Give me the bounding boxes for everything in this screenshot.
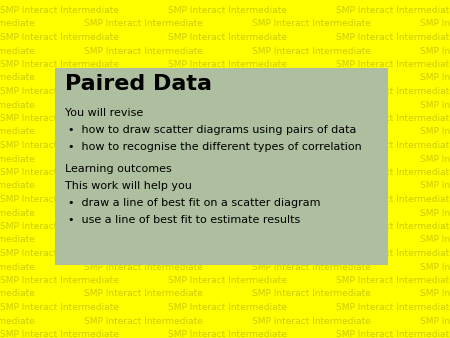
Text: SMP Interact Intermediate: SMP Interact Intermediate: [336, 60, 450, 69]
Text: SMP Interact Intermediate: SMP Interact Intermediate: [168, 195, 287, 204]
Text: SMP Interact Intermediate: SMP Interact Intermediate: [252, 154, 371, 164]
Text: SMP Interact Intermediate: SMP Interact Intermediate: [0, 73, 35, 82]
Text: SMP Interact Intermediate: SMP Interact Intermediate: [336, 87, 450, 96]
Text: SMP Interact Intermediate: SMP Interact Intermediate: [336, 249, 450, 258]
Text: SMP Interact Intermediate: SMP Interact Intermediate: [420, 182, 450, 191]
Text: Paired Data: Paired Data: [65, 74, 212, 94]
Text: SMP Interact Intermediate: SMP Interact Intermediate: [0, 33, 119, 42]
Text: SMP Interact Intermediate: SMP Interact Intermediate: [84, 263, 203, 271]
Text: SMP Interact Intermediate: SMP Interact Intermediate: [420, 290, 450, 298]
Text: SMP Interact Intermediate: SMP Interact Intermediate: [336, 141, 450, 150]
Text: SMP Interact Intermediate: SMP Interact Intermediate: [252, 100, 371, 110]
Text: SMP Interact Intermediate: SMP Interact Intermediate: [0, 263, 35, 271]
Text: SMP Interact Intermediate: SMP Interact Intermediate: [252, 20, 371, 28]
Text: SMP Interact Intermediate: SMP Interact Intermediate: [420, 154, 450, 164]
Text: SMP Interact Intermediate: SMP Interact Intermediate: [420, 47, 450, 55]
Text: SMP Interact Intermediate: SMP Interact Intermediate: [0, 141, 119, 150]
Text: SMP Interact Intermediate: SMP Interact Intermediate: [0, 182, 35, 191]
Text: SMP Interact Intermediate: SMP Interact Intermediate: [168, 222, 287, 231]
Text: SMP Interact Intermediate: SMP Interact Intermediate: [252, 290, 371, 298]
Text: SMP Interact Intermediate: SMP Interact Intermediate: [0, 6, 119, 15]
Text: SMP Interact Intermediate: SMP Interact Intermediate: [0, 195, 119, 204]
Text: SMP Interact Intermediate: SMP Interact Intermediate: [0, 236, 35, 244]
Text: SMP Interact Intermediate: SMP Interact Intermediate: [0, 303, 119, 312]
Text: You will revise: You will revise: [65, 108, 143, 118]
Text: SMP Interact Intermediate: SMP Interact Intermediate: [420, 316, 450, 325]
Text: SMP Interact Intermediate: SMP Interact Intermediate: [336, 114, 450, 123]
Text: SMP Interact Intermediate: SMP Interact Intermediate: [168, 141, 287, 150]
Text: SMP Interact Intermediate: SMP Interact Intermediate: [84, 316, 203, 325]
Text: •  draw a line of best fit on a scatter diagram: • draw a line of best fit on a scatter d…: [68, 198, 320, 208]
Text: SMP Interact Intermediate: SMP Interact Intermediate: [420, 100, 450, 110]
Text: •  use a line of best fit to estimate results: • use a line of best fit to estimate res…: [68, 215, 300, 225]
Text: SMP Interact Intermediate: SMP Interact Intermediate: [84, 47, 203, 55]
Text: SMP Interact Intermediate: SMP Interact Intermediate: [168, 303, 287, 312]
Text: SMP Interact Intermediate: SMP Interact Intermediate: [0, 87, 119, 96]
Text: SMP Interact Intermediate: SMP Interact Intermediate: [252, 127, 371, 137]
Text: •  how to recognise the different types of correlation: • how to recognise the different types o…: [68, 142, 362, 152]
Text: SMP Interact Intermediate: SMP Interact Intermediate: [84, 209, 203, 217]
Text: SMP Interact Intermediate: SMP Interact Intermediate: [336, 6, 450, 15]
Text: SMP Interact Intermediate: SMP Interact Intermediate: [0, 20, 35, 28]
Text: SMP Interact Intermediate: SMP Interact Intermediate: [168, 276, 287, 285]
Text: SMP Interact Intermediate: SMP Interact Intermediate: [336, 330, 450, 338]
Text: SMP Interact Intermediate: SMP Interact Intermediate: [336, 222, 450, 231]
Text: SMP Interact Intermediate: SMP Interact Intermediate: [0, 114, 119, 123]
Text: SMP Interact Intermediate: SMP Interact Intermediate: [336, 276, 450, 285]
Text: SMP Interact Intermediate: SMP Interact Intermediate: [252, 209, 371, 217]
Text: SMP Interact Intermediate: SMP Interact Intermediate: [420, 236, 450, 244]
Text: SMP Interact Intermediate: SMP Interact Intermediate: [0, 316, 35, 325]
Text: SMP Interact Intermediate: SMP Interact Intermediate: [252, 316, 371, 325]
Text: •  how to draw scatter diagrams using pairs of data: • how to draw scatter diagrams using pai…: [68, 125, 356, 135]
Text: SMP Interact Intermediate: SMP Interact Intermediate: [0, 168, 119, 177]
Text: SMP Interact Intermediate: SMP Interact Intermediate: [336, 195, 450, 204]
Text: SMP Interact Intermediate: SMP Interact Intermediate: [336, 168, 450, 177]
Text: SMP Interact Intermediate: SMP Interact Intermediate: [0, 249, 119, 258]
Text: SMP Interact Intermediate: SMP Interact Intermediate: [0, 209, 35, 217]
Text: SMP Interact Intermediate: SMP Interact Intermediate: [168, 114, 287, 123]
Text: SMP Interact Intermediate: SMP Interact Intermediate: [0, 290, 35, 298]
Text: Learning outcomes: Learning outcomes: [65, 164, 172, 174]
Text: SMP Interact Intermediate: SMP Interact Intermediate: [84, 154, 203, 164]
Text: SMP Interact Intermediate: SMP Interact Intermediate: [0, 330, 119, 338]
Text: SMP Interact Intermediate: SMP Interact Intermediate: [84, 236, 203, 244]
Text: SMP Interact Intermediate: SMP Interact Intermediate: [168, 60, 287, 69]
Text: SMP Interact Intermediate: SMP Interact Intermediate: [168, 6, 287, 15]
Text: SMP Interact Intermediate: SMP Interact Intermediate: [252, 236, 371, 244]
Text: SMP Interact Intermediate: SMP Interact Intermediate: [0, 154, 35, 164]
Text: SMP Interact Intermediate: SMP Interact Intermediate: [252, 47, 371, 55]
Text: SMP Interact Intermediate: SMP Interact Intermediate: [0, 222, 119, 231]
Text: SMP Interact Intermediate: SMP Interact Intermediate: [84, 73, 203, 82]
Text: SMP Interact Intermediate: SMP Interact Intermediate: [420, 73, 450, 82]
Text: SMP Interact Intermediate: SMP Interact Intermediate: [252, 73, 371, 82]
Text: SMP Interact Intermediate: SMP Interact Intermediate: [252, 182, 371, 191]
Bar: [55, 68, 388, 265]
Text: SMP Interact Intermediate: SMP Interact Intermediate: [84, 290, 203, 298]
Text: SMP Interact Intermediate: SMP Interact Intermediate: [336, 303, 450, 312]
Text: SMP Interact Intermediate: SMP Interact Intermediate: [420, 20, 450, 28]
Text: SMP Interact Intermediate: SMP Interact Intermediate: [84, 100, 203, 110]
Text: SMP Interact Intermediate: SMP Interact Intermediate: [0, 276, 119, 285]
Text: SMP Interact Intermediate: SMP Interact Intermediate: [420, 209, 450, 217]
Text: This work will help you: This work will help you: [65, 181, 192, 191]
Text: SMP Interact Intermediate: SMP Interact Intermediate: [0, 47, 35, 55]
Text: SMP Interact Intermediate: SMP Interact Intermediate: [420, 263, 450, 271]
Text: SMP Interact Intermediate: SMP Interact Intermediate: [84, 20, 203, 28]
Text: SMP Interact Intermediate: SMP Interact Intermediate: [252, 263, 371, 271]
Text: SMP Interact Intermediate: SMP Interact Intermediate: [168, 330, 287, 338]
Text: SMP Interact Intermediate: SMP Interact Intermediate: [168, 249, 287, 258]
Text: SMP Interact Intermediate: SMP Interact Intermediate: [0, 127, 35, 137]
Text: SMP Interact Intermediate: SMP Interact Intermediate: [84, 127, 203, 137]
Text: SMP Interact Intermediate: SMP Interact Intermediate: [168, 87, 287, 96]
Text: SMP Interact Intermediate: SMP Interact Intermediate: [168, 33, 287, 42]
Text: SMP Interact Intermediate: SMP Interact Intermediate: [0, 60, 119, 69]
Text: SMP Interact Intermediate: SMP Interact Intermediate: [168, 168, 287, 177]
Text: SMP Interact Intermediate: SMP Interact Intermediate: [0, 100, 35, 110]
Text: SMP Interact Intermediate: SMP Interact Intermediate: [84, 182, 203, 191]
Text: SMP Interact Intermediate: SMP Interact Intermediate: [336, 33, 450, 42]
Text: SMP Interact Intermediate: SMP Interact Intermediate: [420, 127, 450, 137]
